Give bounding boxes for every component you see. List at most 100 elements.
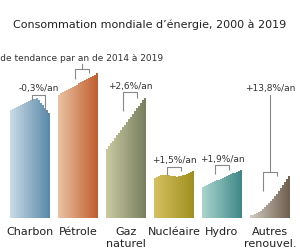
Bar — [160, 175, 162, 218]
Bar — [170, 176, 172, 218]
Bar — [236, 172, 238, 218]
Bar — [154, 178, 156, 218]
Bar — [134, 111, 136, 218]
Bar — [218, 180, 220, 218]
Bar — [288, 176, 290, 218]
Bar — [168, 175, 170, 218]
Bar — [210, 183, 212, 218]
Text: Hydro: Hydro — [206, 227, 239, 237]
Bar — [222, 178, 224, 218]
Bar — [20, 105, 22, 218]
Bar — [40, 103, 42, 218]
Bar — [176, 177, 178, 218]
Text: Consommation mondiale d’énergie, 2000 à 2019: Consommation mondiale d’énergie, 2000 à … — [14, 19, 286, 30]
Bar — [132, 114, 134, 218]
Bar — [86, 79, 88, 218]
Bar — [240, 170, 242, 218]
Bar — [16, 107, 18, 218]
Text: Charbon: Charbon — [6, 227, 54, 237]
Bar — [76, 85, 78, 218]
Bar — [60, 93, 62, 218]
Bar — [58, 94, 60, 218]
Bar — [260, 211, 262, 218]
Bar — [202, 186, 204, 218]
Text: -0,3%/an: -0,3%/an — [19, 84, 59, 93]
Bar — [262, 209, 264, 218]
Bar — [112, 141, 114, 218]
Bar — [88, 78, 90, 218]
Bar — [220, 179, 222, 218]
Bar — [36, 98, 38, 218]
Bar — [274, 196, 276, 218]
Bar — [278, 191, 280, 218]
Bar — [108, 146, 110, 218]
Bar — [84, 80, 86, 218]
Bar — [18, 106, 20, 218]
Bar — [252, 215, 254, 218]
Bar — [124, 124, 126, 218]
Bar — [216, 181, 218, 218]
Bar — [26, 102, 28, 218]
Text: Gaz
naturel: Gaz naturel — [106, 227, 146, 248]
Bar — [268, 203, 270, 218]
Bar — [80, 82, 82, 218]
Bar — [11, 110, 12, 218]
Bar — [166, 175, 168, 218]
Bar — [270, 201, 272, 218]
Bar — [136, 108, 138, 218]
Bar — [14, 108, 16, 218]
Bar — [276, 194, 278, 218]
Bar — [130, 117, 132, 218]
Bar — [228, 175, 230, 218]
Bar — [28, 101, 30, 218]
Bar — [120, 130, 122, 218]
Bar — [90, 77, 92, 218]
Bar — [174, 176, 176, 218]
Bar — [180, 176, 182, 218]
Bar — [46, 110, 48, 218]
Bar — [172, 176, 174, 218]
Bar — [250, 215, 252, 218]
Bar — [178, 177, 180, 218]
Bar — [78, 84, 80, 218]
Bar — [92, 76, 94, 218]
Bar — [110, 144, 112, 218]
Bar — [226, 176, 228, 218]
Bar — [62, 92, 64, 218]
Bar — [256, 213, 258, 218]
Bar — [126, 122, 128, 218]
Bar — [266, 205, 268, 218]
Bar — [116, 135, 118, 218]
Text: +1,9%/an: +1,9%/an — [200, 155, 244, 164]
Bar — [184, 175, 186, 218]
Bar — [128, 119, 130, 218]
Bar — [34, 98, 36, 218]
Bar — [70, 88, 72, 218]
Bar — [214, 181, 216, 218]
Bar — [48, 113, 50, 218]
Bar — [258, 212, 260, 218]
Bar — [232, 174, 234, 218]
Bar — [204, 186, 206, 218]
Bar — [280, 188, 282, 218]
Bar — [212, 182, 214, 218]
Bar — [158, 176, 160, 218]
Bar — [68, 89, 70, 218]
Text: Pétrole: Pétrole — [58, 227, 98, 237]
Bar — [22, 104, 24, 218]
Bar — [230, 174, 232, 218]
Bar — [138, 106, 140, 218]
Bar — [32, 99, 34, 218]
Bar — [42, 105, 44, 218]
Text: +2,6%/an: +2,6%/an — [108, 82, 152, 91]
Bar — [188, 173, 190, 218]
Bar — [206, 185, 208, 218]
Bar — [286, 179, 288, 218]
Bar — [186, 174, 188, 218]
Bar — [30, 100, 32, 218]
Bar — [106, 149, 108, 218]
Bar — [224, 177, 226, 218]
Text: +1,5%/an: +1,5%/an — [152, 156, 196, 165]
Bar — [38, 100, 40, 218]
Bar — [44, 108, 46, 218]
